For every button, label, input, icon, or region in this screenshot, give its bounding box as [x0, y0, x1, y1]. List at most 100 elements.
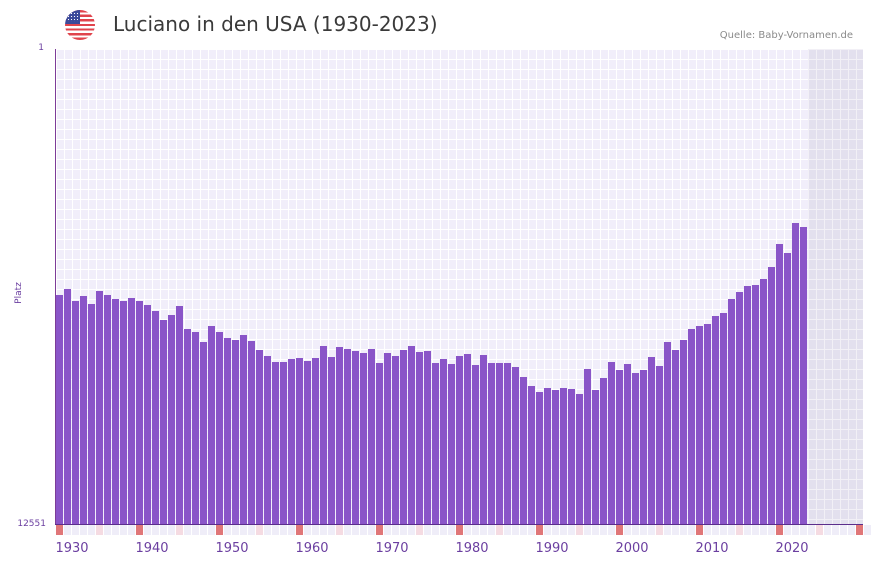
- bar-1978[interactable]: [440, 359, 447, 524]
- bar-1980[interactable]: [456, 356, 463, 524]
- bar-1990[interactable]: [536, 392, 543, 524]
- bar-2022[interactable]: [792, 223, 799, 524]
- bar-2016[interactable]: [744, 286, 751, 524]
- bar-1941[interactable]: [144, 305, 151, 524]
- bar-1933[interactable]: [80, 296, 87, 524]
- bar-1963[interactable]: [320, 346, 327, 524]
- bar-1995[interactable]: [576, 394, 583, 524]
- bar-1999[interactable]: [608, 362, 615, 524]
- bar-2018[interactable]: [760, 279, 767, 524]
- bar-1953[interactable]: [240, 335, 247, 524]
- bar-1986[interactable]: [504, 363, 511, 524]
- bar-1982[interactable]: [472, 365, 479, 524]
- bar-1940[interactable]: [136, 301, 143, 524]
- bar-2006[interactable]: [664, 342, 671, 524]
- bar-1998[interactable]: [600, 378, 607, 524]
- bar-1938[interactable]: [120, 301, 127, 524]
- bar-1937[interactable]: [112, 299, 119, 524]
- bar-1969[interactable]: [368, 349, 375, 524]
- bar-1976[interactable]: [424, 351, 431, 524]
- year-marker-1945: [176, 525, 183, 535]
- year-marker-strip: [56, 525, 871, 535]
- bar-2020[interactable]: [776, 244, 783, 524]
- bar-2013[interactable]: [720, 313, 727, 524]
- bar-1973[interactable]: [400, 350, 407, 524]
- bar-1985[interactable]: [496, 363, 503, 524]
- bar-1934[interactable]: [88, 304, 95, 524]
- bar-1944[interactable]: [168, 315, 175, 524]
- bar-1983[interactable]: [480, 355, 487, 524]
- bar-1964[interactable]: [328, 357, 335, 524]
- bar-1939[interactable]: [128, 298, 135, 524]
- bar-1946[interactable]: [184, 329, 191, 524]
- bar-2000[interactable]: [616, 370, 623, 524]
- bar-2019[interactable]: [768, 267, 775, 524]
- bar-2014[interactable]: [728, 299, 735, 524]
- bar-1936[interactable]: [104, 295, 111, 524]
- bar-1966[interactable]: [344, 349, 351, 524]
- bar-1960[interactable]: [296, 358, 303, 524]
- bar-1959[interactable]: [288, 359, 295, 524]
- bar-1932[interactable]: [72, 301, 79, 524]
- bar-1981[interactable]: [464, 354, 471, 524]
- bar-1968[interactable]: [360, 353, 367, 524]
- bar-2011[interactable]: [704, 324, 711, 524]
- bar-2002[interactable]: [632, 373, 639, 524]
- bar-1996[interactable]: [584, 369, 591, 524]
- bar-1958[interactable]: [280, 362, 287, 524]
- bar-1967[interactable]: [352, 351, 359, 524]
- bar-1947[interactable]: [192, 332, 199, 524]
- bar-1989[interactable]: [528, 386, 535, 524]
- bar-1997[interactable]: [592, 390, 599, 524]
- bar-1955[interactable]: [256, 350, 263, 524]
- bar-2023[interactable]: [800, 227, 807, 524]
- bar-1948[interactable]: [200, 342, 207, 524]
- bar-2005[interactable]: [656, 366, 663, 524]
- year-marker-1940: [136, 525, 143, 535]
- bar-1984[interactable]: [488, 363, 495, 524]
- bar-2010[interactable]: [696, 326, 703, 524]
- bar-2017[interactable]: [752, 285, 759, 524]
- bar-1971[interactable]: [384, 353, 391, 524]
- bar-1965[interactable]: [336, 347, 343, 524]
- x-axis-line: [55, 524, 863, 525]
- bar-1954[interactable]: [248, 341, 255, 524]
- bar-1987[interactable]: [512, 367, 519, 524]
- bar-1979[interactable]: [448, 364, 455, 524]
- bar-1930[interactable]: [56, 295, 63, 524]
- bar-2003[interactable]: [640, 370, 647, 524]
- bar-1974[interactable]: [408, 346, 415, 524]
- bar-1992[interactable]: [552, 390, 559, 524]
- bar-1977[interactable]: [432, 363, 439, 524]
- bar-1952[interactable]: [232, 340, 239, 524]
- bar-1950[interactable]: [216, 332, 223, 524]
- bar-1975[interactable]: [416, 352, 423, 524]
- bar-2012[interactable]: [712, 316, 719, 524]
- bar-1970[interactable]: [376, 363, 383, 524]
- bar-1957[interactable]: [272, 362, 279, 524]
- bar-2015[interactable]: [736, 292, 743, 524]
- bar-1993[interactable]: [560, 388, 567, 524]
- bar-1949[interactable]: [208, 326, 215, 524]
- bar-1951[interactable]: [224, 338, 231, 524]
- year-marker-2006: [664, 525, 671, 535]
- bar-2021[interactable]: [784, 253, 791, 524]
- bar-1931[interactable]: [64, 289, 71, 524]
- bar-2001[interactable]: [624, 364, 631, 524]
- bar-1961[interactable]: [304, 361, 311, 524]
- bar-1988[interactable]: [520, 377, 527, 524]
- bar-1962[interactable]: [312, 358, 319, 524]
- bar-2007[interactable]: [672, 350, 679, 524]
- bar-1994[interactable]: [568, 389, 575, 524]
- bar-2008[interactable]: [680, 340, 687, 524]
- year-marker-1952: [232, 525, 239, 535]
- bar-1972[interactable]: [392, 356, 399, 524]
- bar-1991[interactable]: [544, 388, 551, 524]
- bar-1942[interactable]: [152, 311, 159, 524]
- bar-1935[interactable]: [96, 291, 103, 524]
- bar-1943[interactable]: [160, 320, 167, 524]
- bar-2004[interactable]: [648, 357, 655, 524]
- bar-1945[interactable]: [176, 306, 183, 524]
- bar-2009[interactable]: [688, 329, 695, 524]
- bar-1956[interactable]: [264, 356, 271, 524]
